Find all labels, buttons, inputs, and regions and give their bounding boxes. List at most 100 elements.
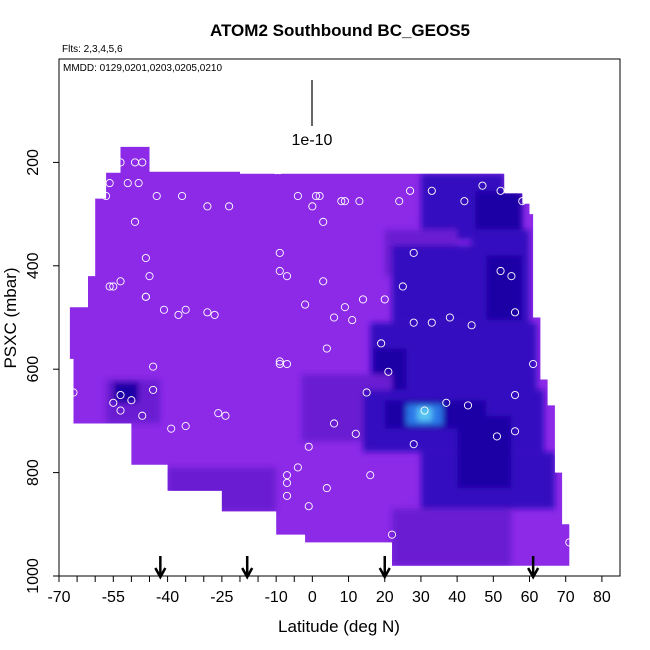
data-point <box>123 179 132 188</box>
y-tick-label: 1000 <box>25 558 42 594</box>
chart-title: ATOM2 Southbound BC_GEOS5 <box>210 21 470 40</box>
data-point <box>221 411 230 420</box>
data-point <box>445 313 454 322</box>
data-point <box>138 411 147 420</box>
y-axis: 200 400 600 800 1000 <box>25 149 59 594</box>
x-tick-label: -70 <box>47 589 70 606</box>
heatmap-cell <box>167 467 277 512</box>
data-point <box>102 191 111 201</box>
data-point <box>301 300 310 309</box>
data-point <box>406 186 415 195</box>
data-point <box>510 427 520 436</box>
x-tick-label: -40 <box>156 589 179 606</box>
data-point <box>377 339 386 348</box>
scale-bar-label: 1e-10 <box>292 132 333 149</box>
data-point <box>282 471 292 480</box>
data-point <box>340 303 349 312</box>
data-point <box>116 158 125 167</box>
data-point <box>322 344 331 353</box>
data-point <box>152 191 161 201</box>
data-point <box>304 442 313 451</box>
data-point <box>510 390 520 400</box>
data-point <box>105 179 114 188</box>
data-point <box>145 272 154 281</box>
data-point <box>311 191 321 201</box>
data-point <box>387 530 397 539</box>
data-point <box>467 321 476 330</box>
data-point <box>275 266 284 276</box>
data-point <box>141 253 150 263</box>
x-tick-label: 0 <box>308 589 317 606</box>
data-point <box>529 359 538 369</box>
data-point <box>149 362 158 371</box>
data-point <box>362 388 371 397</box>
data-point <box>420 406 429 415</box>
data-point <box>130 217 140 226</box>
data-point <box>203 202 212 211</box>
heatmap-cell <box>391 245 479 323</box>
data-point <box>496 186 505 195</box>
data-point <box>384 367 393 376</box>
data-point <box>203 308 212 317</box>
x-tick-label: -10 <box>265 589 288 606</box>
data-point <box>463 401 473 410</box>
data-point <box>565 538 574 547</box>
heatmap-cell <box>391 508 512 566</box>
heatmap-cell <box>475 190 523 233</box>
data-point <box>210 310 219 319</box>
data-point <box>337 197 346 206</box>
data-point <box>409 318 418 327</box>
data-point <box>348 316 357 325</box>
x-tick-label: 10 <box>340 589 358 606</box>
y-tick-label: 400 <box>25 252 42 279</box>
data-point <box>293 463 302 472</box>
data-point <box>109 398 118 407</box>
x-tick-label: -25 <box>210 589 233 606</box>
heatmap-blur-group <box>106 173 555 566</box>
data-point <box>109 282 118 291</box>
data-point <box>282 491 292 500</box>
data-point <box>380 295 389 304</box>
data-point <box>492 432 501 441</box>
data-point <box>116 406 125 415</box>
data-point <box>275 248 284 257</box>
data-point <box>398 282 407 291</box>
data-point <box>409 248 418 257</box>
data-point <box>366 471 375 480</box>
data-point <box>275 357 284 366</box>
data-point <box>181 305 190 314</box>
data-point <box>174 310 183 319</box>
data-point <box>69 292 78 301</box>
data-point <box>159 305 169 314</box>
data-point <box>149 385 158 394</box>
y-tick-label: 800 <box>25 459 42 486</box>
data-point <box>116 390 125 400</box>
data-point <box>355 197 364 206</box>
dates-label: MMDD: 0129,0201,0203,0205,0210 <box>63 63 222 74</box>
y-tick-label: 200 <box>25 149 42 176</box>
heatmap-cells <box>106 173 555 566</box>
data-point <box>181 422 190 431</box>
heatmap-layer <box>69 146 570 566</box>
x-tick-label: -55 <box>102 589 125 606</box>
data-point <box>409 440 418 449</box>
data-point <box>460 197 469 206</box>
data-point <box>282 359 292 369</box>
x-tick-label: 80 <box>593 589 611 606</box>
data-point <box>134 179 143 188</box>
data-point <box>322 484 331 493</box>
data-point <box>282 478 292 487</box>
data-point <box>275 166 284 175</box>
data-point <box>427 186 436 195</box>
data-point <box>330 313 339 322</box>
arrow-head <box>154 567 167 580</box>
heatmap-cell <box>486 255 523 321</box>
data-point <box>496 266 505 276</box>
data-point <box>442 398 451 407</box>
data-point <box>319 217 328 226</box>
data-point <box>178 191 187 201</box>
arrow-head <box>527 567 540 580</box>
plot-frame <box>58 58 621 577</box>
heatmap-cell <box>457 415 512 489</box>
